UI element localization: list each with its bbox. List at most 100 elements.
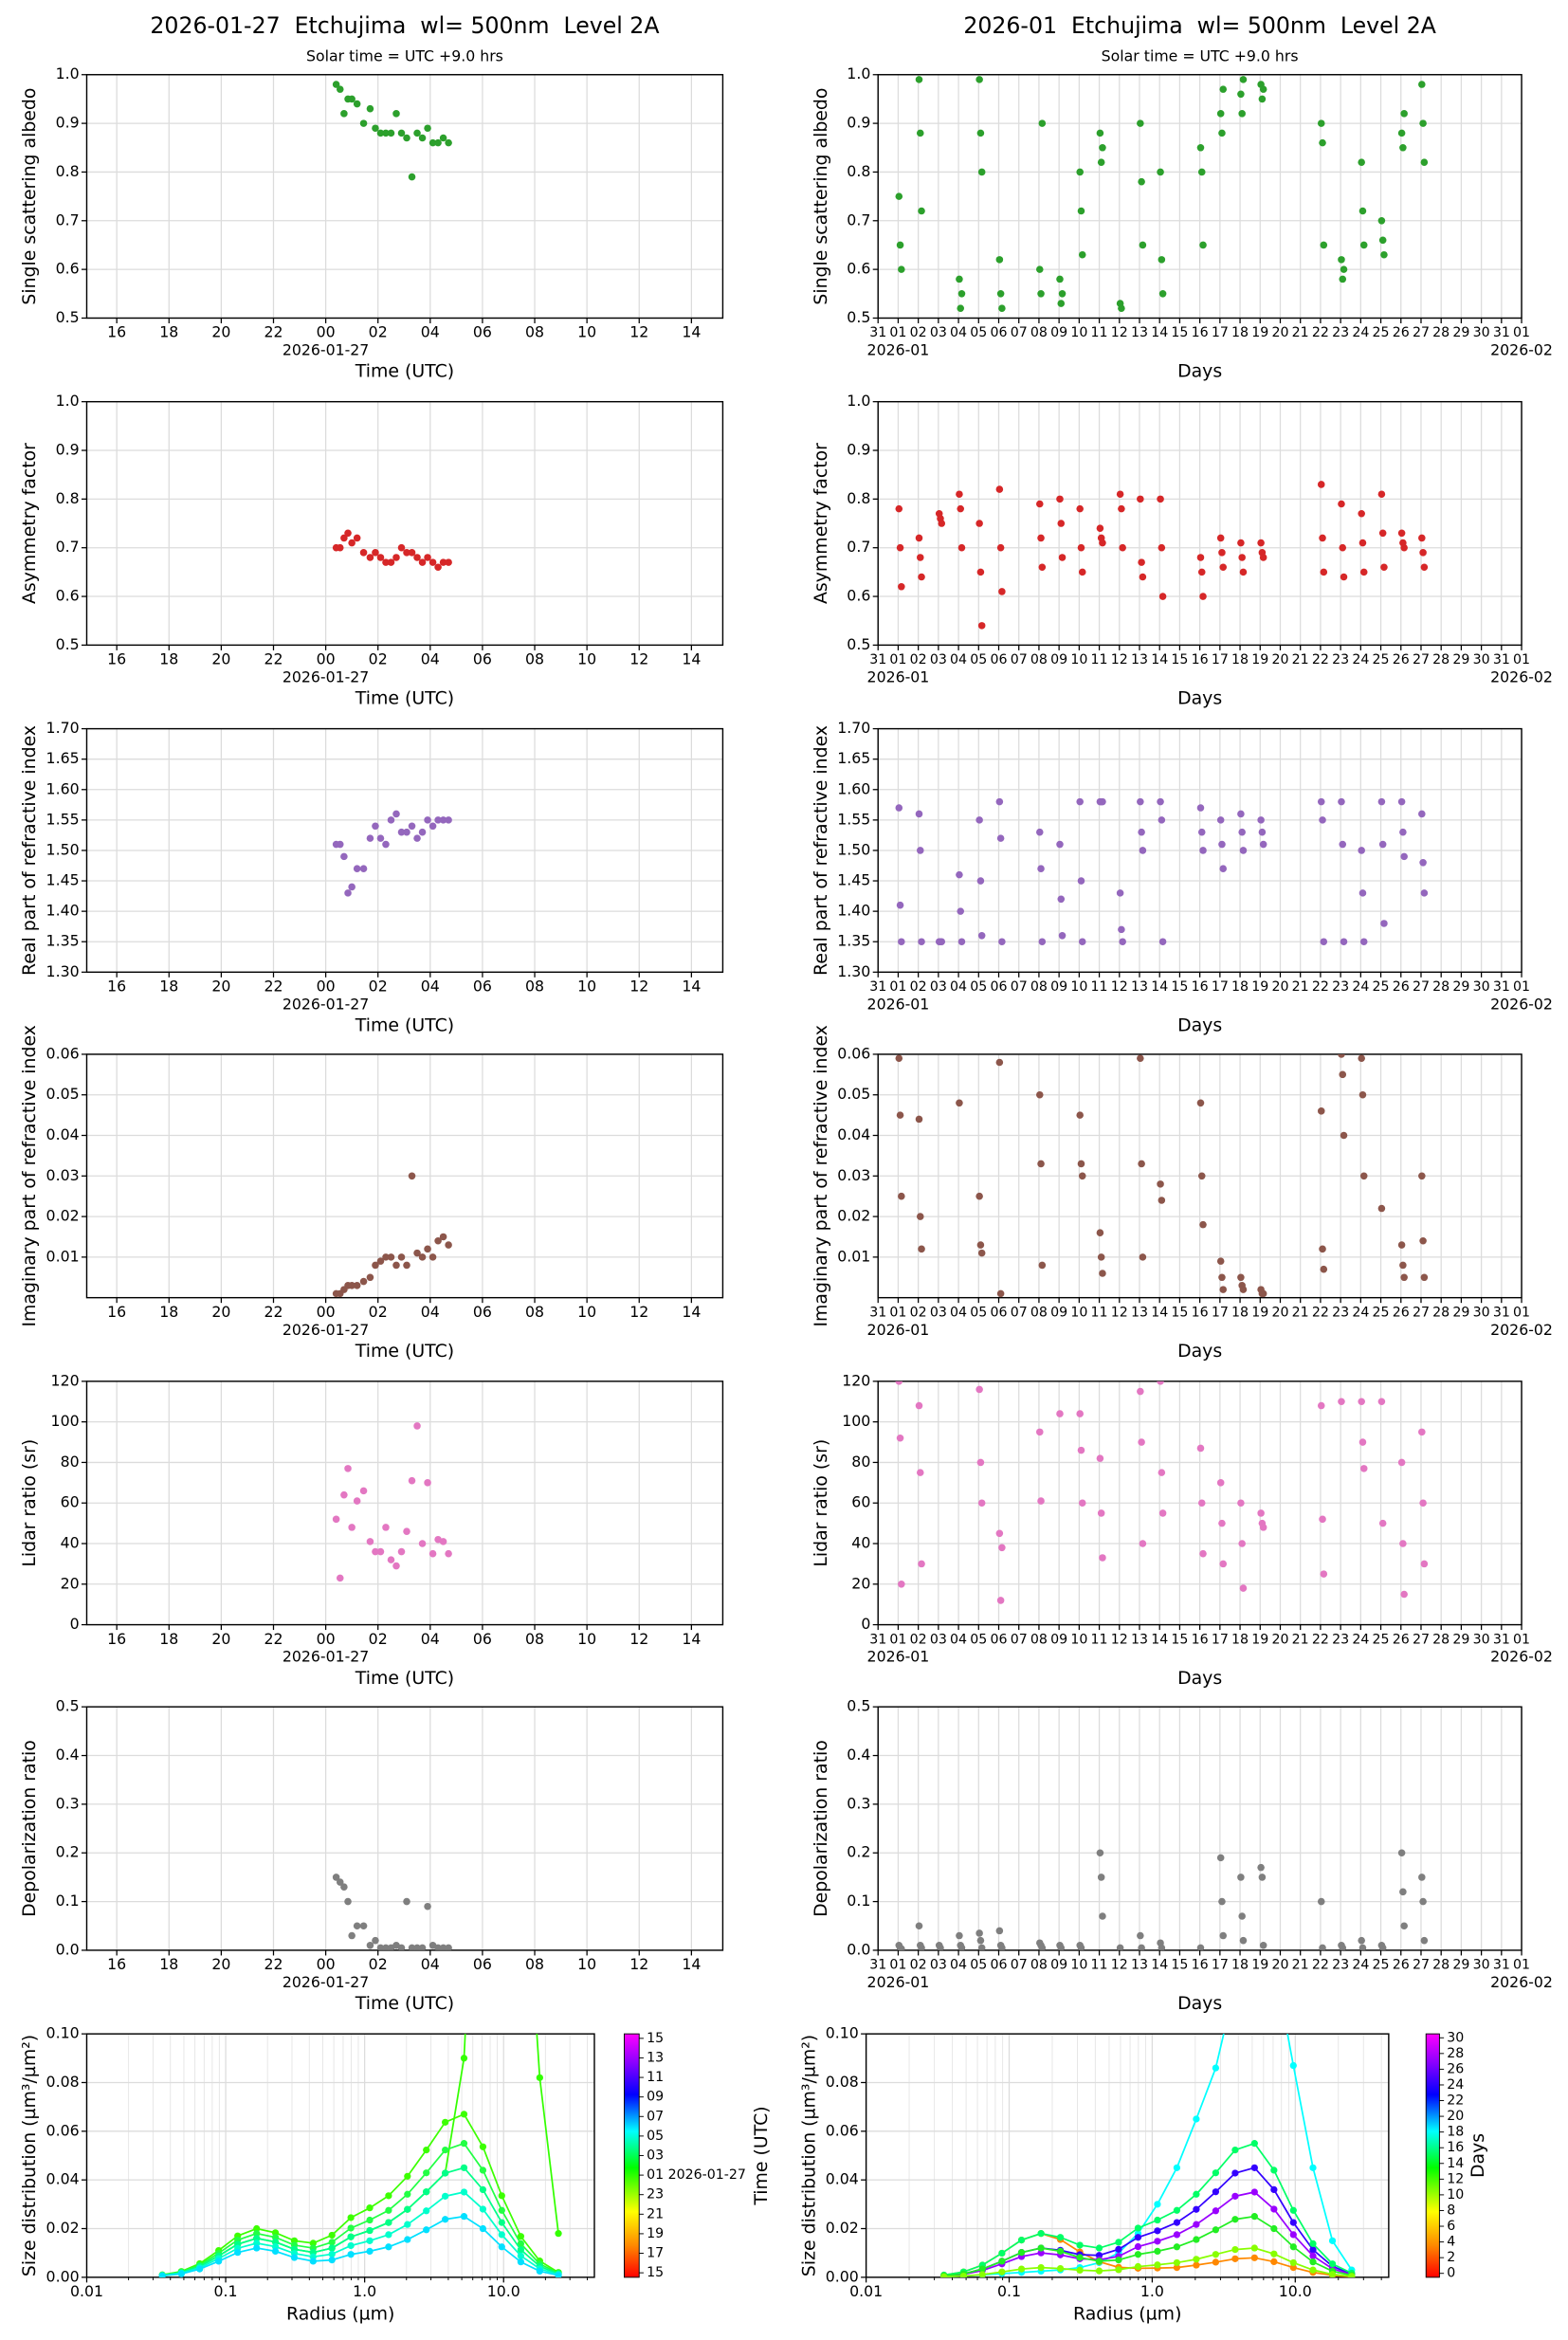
x-date-label: 2026-01-27	[283, 1973, 369, 1991]
y-axis-label: Lidar ratio (sr)	[19, 1439, 40, 1567]
point	[916, 129, 924, 137]
x-tick-label: 04	[950, 652, 967, 667]
series-point	[555, 2230, 562, 2238]
x-date-label: 2026-01-27	[283, 668, 369, 686]
y-tick-label: 0.8	[847, 162, 870, 180]
point	[916, 554, 924, 561]
series-point	[366, 2247, 374, 2256]
point	[392, 810, 400, 818]
point	[1358, 889, 1367, 897]
point	[397, 129, 406, 137]
x-tick-label: 0.1	[997, 2282, 1021, 2300]
point	[1257, 1863, 1265, 1872]
point	[1377, 1204, 1386, 1213]
point	[1317, 797, 1325, 806]
point	[895, 1380, 903, 1385]
point	[1096, 1849, 1104, 1857]
point	[1358, 1398, 1365, 1406]
x-tick-label: 02	[369, 1303, 388, 1321]
colorbar-label: 21	[647, 2206, 664, 2221]
point	[1317, 1897, 1325, 1906]
point	[1397, 1849, 1406, 1857]
x-tick-label: 05	[970, 1958, 987, 1973]
x-tick-label: 10.0	[487, 2282, 520, 2300]
x-tick-label: 12	[629, 978, 648, 996]
series-point	[347, 2241, 355, 2250]
point	[1137, 1387, 1144, 1396]
point	[1259, 1289, 1267, 1298]
y-tick-label: 1.40	[46, 902, 80, 920]
point	[1238, 110, 1246, 118]
x-tick-label: 22	[1312, 1632, 1329, 1647]
x-tick-label: 16	[1192, 1958, 1209, 1973]
point	[1397, 1241, 1406, 1249]
point	[1219, 1560, 1228, 1568]
x-tick-label: 17	[1212, 1305, 1229, 1320]
x-tick-label: 22	[264, 1303, 283, 1321]
colorbar-label: 26	[1447, 2061, 1464, 2076]
series-line	[943, 2247, 1352, 2277]
point	[956, 1931, 963, 1940]
point	[392, 1261, 400, 1270]
point	[1418, 810, 1426, 818]
x-date-label: 2026-01	[867, 995, 930, 1013]
point	[376, 129, 385, 137]
point	[1139, 1540, 1147, 1547]
point	[418, 828, 427, 836]
point	[348, 539, 356, 547]
x-tick-label: 26	[1393, 325, 1410, 340]
series-point	[271, 2247, 280, 2256]
colorbar-label: 2	[1447, 2250, 1455, 2265]
point	[372, 822, 379, 831]
point	[898, 1581, 905, 1588]
point	[1157, 1180, 1164, 1188]
y-tick-label: 0.02	[837, 1207, 870, 1225]
series-line	[162, 2191, 559, 2276]
x-tick-label: 28	[1432, 1958, 1449, 1973]
x-tick-label: 13	[1131, 1305, 1148, 1320]
x-tick-label: 04	[421, 1955, 440, 1973]
point	[353, 534, 361, 542]
point	[918, 1245, 925, 1253]
series-point	[1017, 2236, 1026, 2244]
series-point	[290, 2254, 299, 2261]
point	[1258, 1874, 1267, 1881]
point	[1397, 529, 1406, 538]
point	[1418, 1172, 1426, 1180]
series-point	[479, 2143, 487, 2150]
x-tick-label: 06	[473, 323, 492, 341]
point	[1138, 177, 1145, 186]
x-tick-label: 12	[1111, 325, 1128, 340]
x-tick-label: 10	[577, 650, 596, 668]
x-tick-label: 01	[889, 1958, 906, 1973]
point	[348, 1931, 356, 1940]
x-tick-label: 15	[1171, 325, 1188, 340]
y-axis-label: Real part of refractive index	[19, 725, 40, 976]
y-tick-label: 1.0	[56, 392, 80, 410]
y-tick-label: 0.7	[847, 210, 870, 229]
point	[1419, 859, 1427, 867]
point	[403, 828, 410, 836]
point	[995, 485, 1004, 493]
x-tick-label: 03	[930, 1958, 947, 1973]
x-axis-label: Time (UTC)	[355, 361, 454, 382]
panel: 0.00.10.20.30.40.531 01 02 03 04 05 06 07 08 09 10…	[811, 1697, 1553, 2014]
point	[918, 1560, 925, 1568]
x-tick-label: 10	[1070, 325, 1087, 340]
x-tick-label: 16	[1192, 1632, 1209, 1647]
x-axis-label: Days	[1177, 1015, 1222, 1036]
y-tick-label: 0.4	[847, 1746, 870, 1764]
point	[1259, 554, 1267, 561]
series-point	[442, 2146, 449, 2154]
series-point	[1173, 2243, 1181, 2251]
series-line	[943, 2034, 1353, 2277]
point	[1237, 539, 1245, 547]
x-tick-label: 01	[1513, 979, 1530, 995]
point	[1420, 563, 1429, 572]
series-point	[1250, 2164, 1258, 2171]
point	[1218, 1897, 1226, 1906]
x-tick-label: 10	[577, 1303, 596, 1321]
x-tick-label: 0.01	[70, 2282, 103, 2300]
x-tick-label: 18	[1231, 1632, 1249, 1647]
point	[1196, 554, 1205, 561]
